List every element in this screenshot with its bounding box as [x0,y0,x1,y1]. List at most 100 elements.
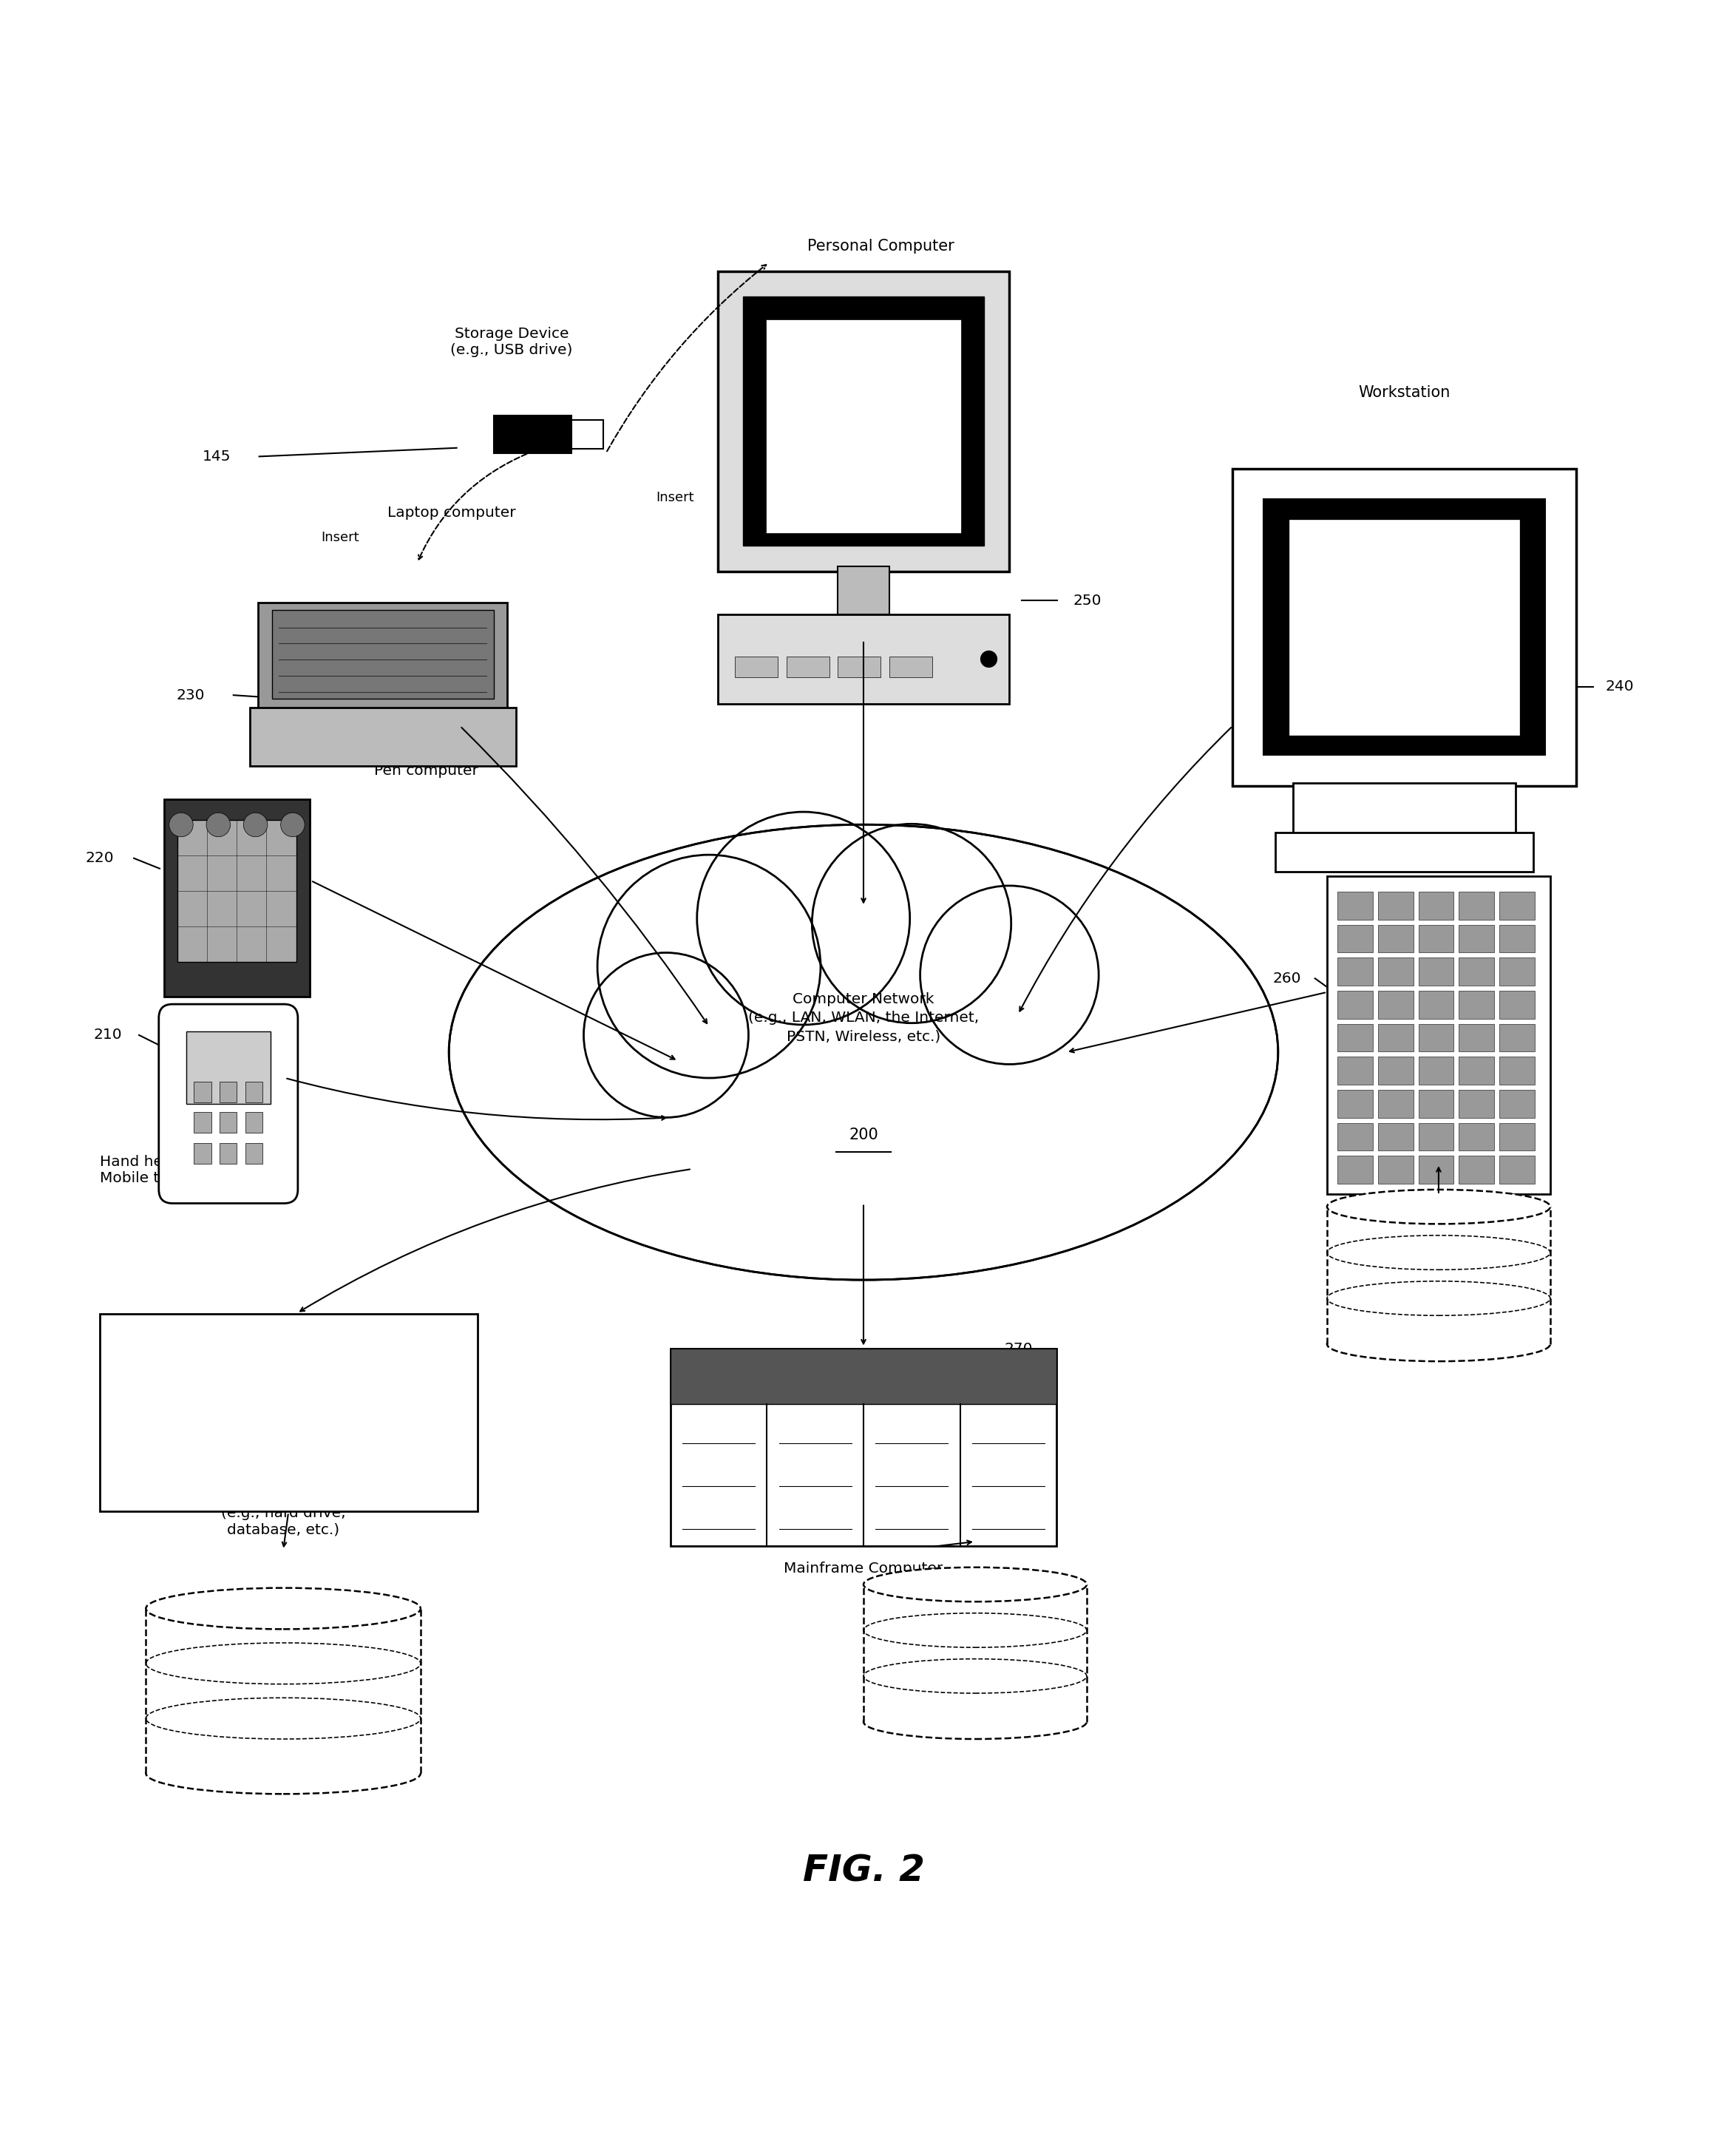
Bar [1326,1207,1551,1343]
Bar [1418,1024,1454,1052]
Ellipse shape [584,953,748,1117]
Bar [494,416,572,453]
Text: Computer Network
(e.g., LAN, WLAN, the Internet,
PSTN, Wireless, etc.): Computer Network (e.g., LAN, WLAN, the I… [748,992,979,1044]
Bar [1378,1024,1413,1052]
Bar [838,567,889,614]
Bar [1459,957,1494,985]
Ellipse shape [698,813,910,1024]
Bar [1337,957,1373,985]
Bar [1378,1056,1413,1084]
Bar [743,298,984,545]
Text: Storage Device
(e.g., USB drive): Storage Device (e.g., USB drive) [451,326,573,358]
Bar [1499,1024,1535,1052]
Bar [164,800,309,996]
Ellipse shape [449,824,1278,1281]
Text: Information
Handling System: Information Handling System [225,1384,352,1414]
Bar [219,1082,237,1102]
Circle shape [282,813,304,837]
Bar [1378,1123,1413,1151]
Bar [100,1313,477,1511]
Text: 250: 250 [1072,593,1102,608]
Bar [1459,1024,1494,1052]
Text: Pen computer: Pen computer [375,763,478,778]
Bar [1276,832,1534,871]
Text: 265: 265 [1425,1190,1452,1203]
Text: 145: 145 [202,448,230,464]
Ellipse shape [1326,1326,1551,1360]
Bar [1499,1089,1535,1117]
Text: 260: 260 [1273,972,1300,985]
Bar [193,1082,211,1102]
Bar [1378,893,1413,921]
Ellipse shape [145,1753,421,1794]
Bar [1378,925,1413,953]
Bar [1337,1089,1373,1117]
Bar [1459,925,1494,953]
Bar [838,655,881,677]
Bar [786,655,829,677]
Ellipse shape [812,824,1010,1024]
Bar [1499,1123,1535,1151]
Ellipse shape [864,1705,1086,1740]
Text: Laptop computer: Laptop computer [387,507,516,520]
Bar [193,1143,211,1164]
Bar [1418,1089,1454,1117]
Text: Nonvolatile
Data Store: Nonvolatile Data Store [1397,1117,1480,1147]
Circle shape [206,813,230,837]
Bar [1233,468,1577,787]
Text: Mainframe Computer: Mainframe Computer [784,1561,943,1576]
Bar [1337,1123,1373,1151]
Text: Insert: Insert [321,530,359,543]
Ellipse shape [656,1067,848,1225]
Bar [193,1112,211,1132]
Bar [1418,1056,1454,1084]
Text: Hand held computer/
Mobile telephone: Hand held computer/ Mobile telephone [100,1156,257,1186]
Text: Personal Computer: Personal Computer [807,239,953,254]
Bar [1337,1024,1373,1052]
Bar [1499,957,1535,985]
Text: 285: 285 [269,1587,297,1602]
Bar [219,1112,237,1132]
Bar [1499,992,1535,1018]
Text: 220: 220 [85,852,114,865]
Circle shape [169,813,193,837]
Text: Nonvolatile Data Store
(e.g., hard drive,
database, etc.): Nonvolatile Data Store (e.g., hard drive… [199,1490,368,1537]
Ellipse shape [1326,1190,1551,1225]
Bar [250,707,516,765]
Bar [718,614,1009,703]
Bar [219,1143,237,1164]
Bar [1337,893,1373,921]
Bar [1418,992,1454,1018]
Ellipse shape [920,886,1098,1065]
Text: Nonvolatile
Data Store: Nonvolatile Data Store [933,1494,1017,1524]
Bar [187,1031,271,1104]
Bar [718,272,1009,571]
Text: 230: 230 [176,688,206,703]
Bar [1499,1156,1535,1184]
Bar [1378,1089,1413,1117]
Bar [145,1608,421,1774]
Bar [245,1143,263,1164]
Bar [1337,1056,1373,1084]
Bar [1459,1056,1494,1084]
Bar [572,420,603,448]
Text: 280: 280 [275,1449,302,1462]
Bar [1418,893,1454,921]
Ellipse shape [884,1067,1076,1225]
Bar [1264,500,1546,755]
Text: 270: 270 [1005,1343,1033,1356]
Text: Insert: Insert [656,492,694,505]
Text: Server: Server [1439,834,1490,849]
Bar [245,1112,263,1132]
Text: 275: 275 [960,1567,990,1580]
Bar [1326,875,1551,1194]
Bar [1418,1156,1454,1184]
Circle shape [981,651,998,668]
Bar [1418,957,1454,985]
Bar [1418,1123,1454,1151]
Bar [1459,893,1494,921]
Bar [1337,992,1373,1018]
Bar [1378,1156,1413,1184]
Bar [1378,992,1413,1018]
Bar [1294,783,1516,839]
